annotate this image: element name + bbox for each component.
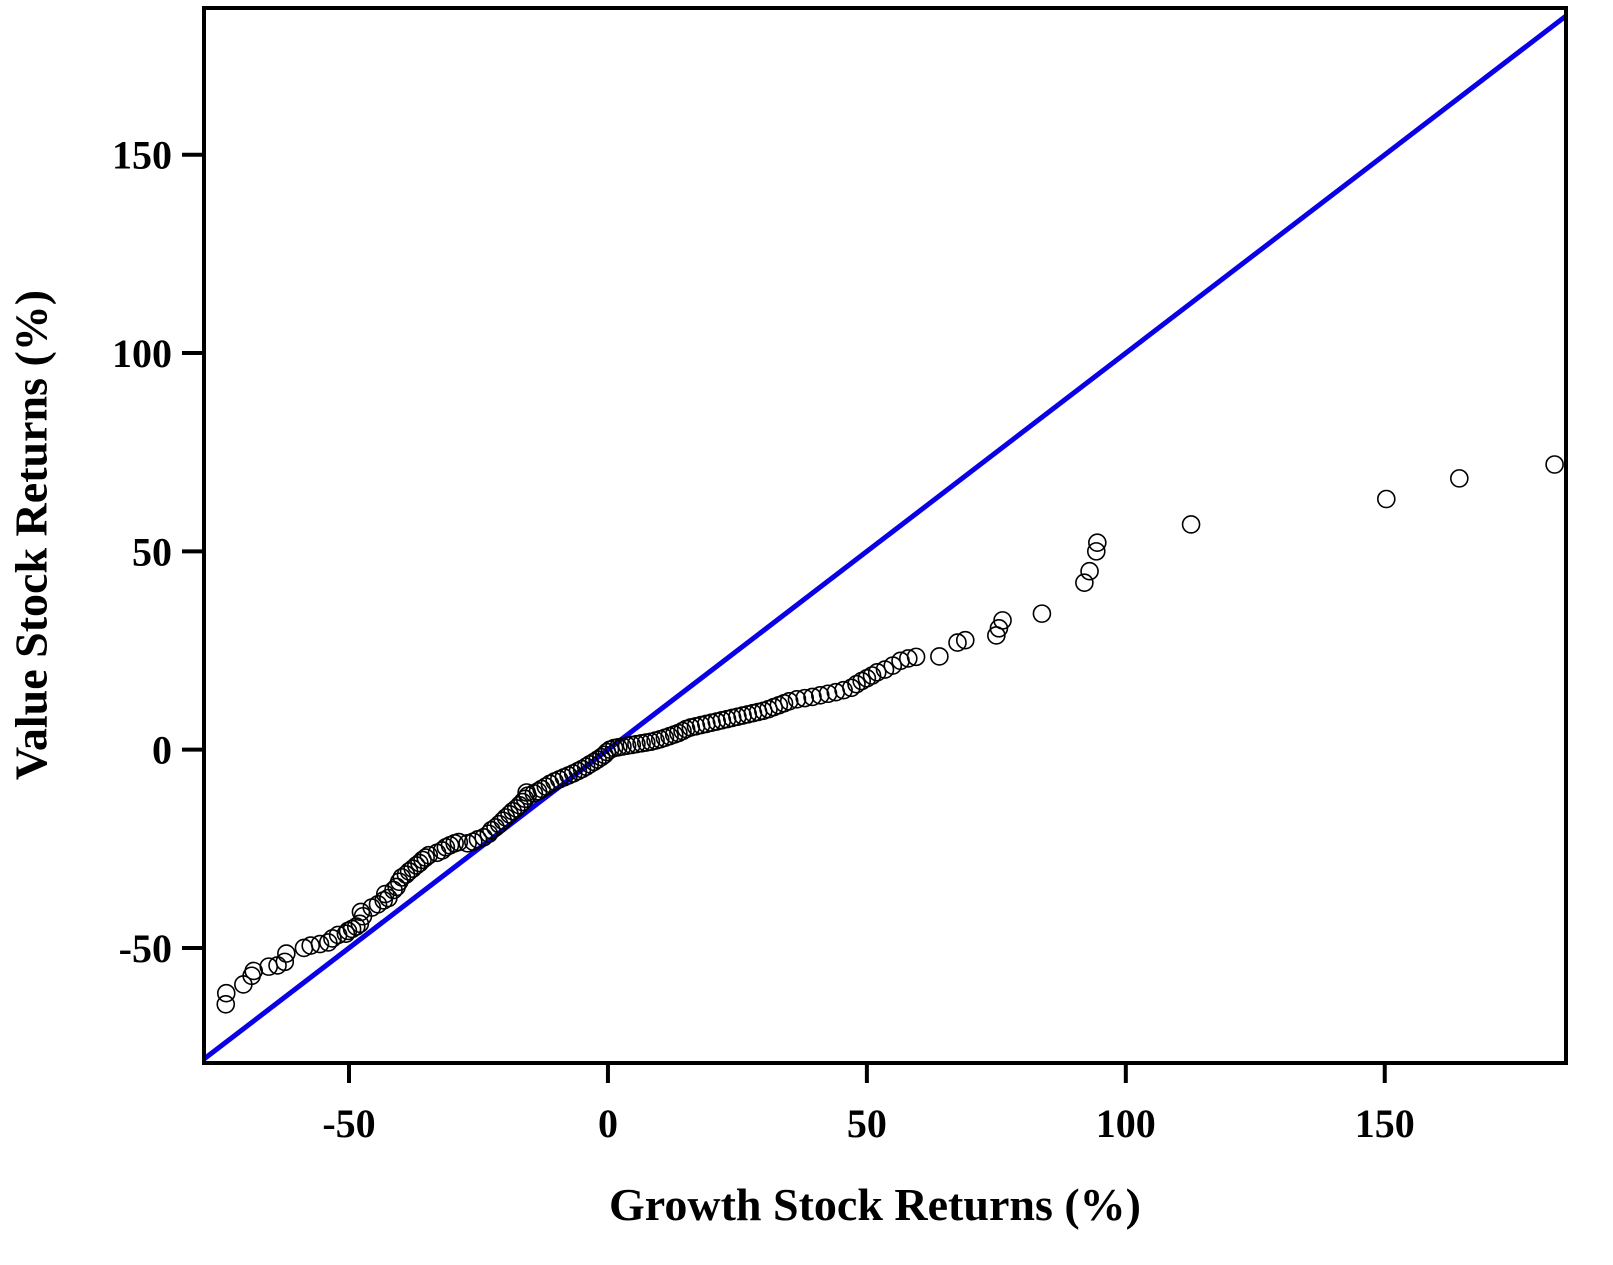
data-point — [810, 686, 830, 705]
x-tick-label: -50 — [322, 1101, 375, 1146]
y-tick-label: -50 — [119, 926, 172, 971]
data-point — [787, 690, 807, 709]
data-point — [1181, 515, 1201, 534]
y-axis-title: Value Stock Returns (%) — [6, 290, 57, 780]
data-point — [368, 895, 388, 914]
data-point — [1032, 604, 1052, 623]
y-tick-label: 100 — [112, 331, 172, 376]
data-point — [673, 721, 692, 741]
data-point — [1086, 542, 1106, 561]
data-point — [588, 750, 607, 769]
data-point — [906, 647, 926, 667]
data-point — [842, 678, 861, 698]
data-point — [416, 848, 435, 867]
data-point — [834, 680, 853, 700]
data-point — [479, 824, 499, 844]
data-point — [1088, 533, 1107, 552]
x-tick-label: 0 — [598, 1101, 618, 1146]
data-point — [595, 745, 614, 765]
data-point — [867, 663, 887, 682]
axis-ticks: -50 0 50 100 150 -50 0 50 100 150 — [112, 133, 1415, 1146]
data-point — [489, 814, 509, 834]
data-point — [336, 924, 356, 944]
data-point — [993, 611, 1012, 630]
data-point — [374, 891, 394, 910]
data-point — [449, 832, 469, 852]
data-point — [517, 783, 536, 802]
data-point — [948, 633, 967, 652]
data-point — [847, 674, 866, 694]
data-point — [216, 983, 236, 1003]
data-point — [275, 952, 295, 972]
x-tick-label: 150 — [1355, 1101, 1415, 1146]
data-point — [216, 995, 236, 1014]
x-tick-label: 100 — [1096, 1101, 1156, 1146]
data-point — [463, 832, 483, 851]
y-tick-label: 150 — [112, 133, 172, 178]
data-point — [1080, 561, 1099, 581]
y-tick-label: 0 — [152, 728, 172, 773]
data-point — [310, 934, 330, 954]
x-tick-label: 50 — [847, 1101, 887, 1146]
data-point — [930, 647, 949, 666]
data-point — [1376, 489, 1396, 509]
y-tick-label: 50 — [132, 529, 172, 574]
data-point — [862, 666, 882, 685]
data-point — [351, 902, 371, 922]
data-point — [779, 691, 799, 711]
reference-line-y-equals-x — [202, 13, 1568, 1062]
plot-frame — [202, 6, 1568, 1065]
data-point — [1075, 573, 1094, 592]
data-point — [803, 687, 822, 707]
data-point — [301, 936, 320, 955]
x-axis-title: Growth Stock Returns (%) — [609, 1179, 1141, 1230]
data-point — [413, 850, 432, 870]
data-point — [795, 688, 815, 708]
data-point — [389, 872, 409, 892]
data-point — [493, 811, 513, 830]
data-point — [989, 619, 1009, 638]
data-point — [496, 808, 516, 827]
data-point — [318, 933, 338, 952]
data-point — [323, 929, 342, 948]
data-point — [1450, 469, 1469, 488]
data-point — [375, 884, 395, 904]
reference-line-layer — [202, 13, 1568, 1062]
data-point — [419, 845, 439, 865]
data-point — [955, 630, 975, 650]
data-point — [899, 649, 918, 668]
data-points-layer — [216, 455, 1564, 1014]
data-point — [486, 818, 505, 837]
data-point — [396, 865, 416, 884]
data-point — [277, 944, 296, 963]
data-point — [1545, 455, 1564, 474]
